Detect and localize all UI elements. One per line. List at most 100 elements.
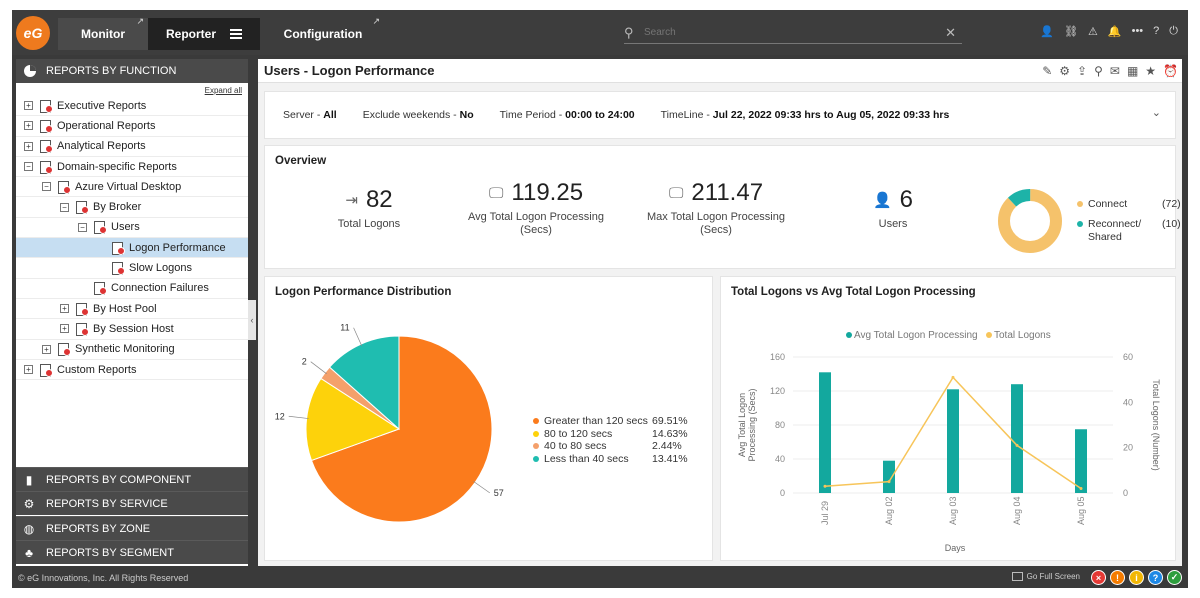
tree-node-label: Synthetic Monitoring (75, 343, 175, 356)
tree-node[interactable]: + Executive Reports (16, 96, 248, 117)
tab-monitor[interactable]: Monitor ↗ (58, 16, 148, 50)
legend-dot (533, 443, 539, 450)
expand-icon[interactable]: + (24, 121, 33, 131)
clock-monitor-icon: 🖵 (668, 184, 684, 202)
status-major-icon[interactable]: ! (1110, 570, 1125, 585)
reports-by-function-header[interactable]: REPORTS BY FUNCTION (16, 59, 248, 83)
search-input[interactable] (640, 27, 946, 38)
status-help-icon[interactable]: ? (1148, 570, 1163, 585)
link-icon[interactable]: ⛓ (1064, 26, 1079, 38)
filter-bar[interactable]: Server - All Exclude weekends - No Time … (264, 91, 1176, 139)
tree-node[interactable]: + By Session Host (16, 319, 248, 340)
tree-node[interactable]: Connection Failures (16, 279, 248, 299)
edit-report-icon[interactable]: ✎ (1042, 64, 1053, 78)
chevron-down-icon[interactable]: ⌄ (1151, 107, 1161, 119)
donut-segment[interactable] (998, 189, 1062, 253)
legend-label: Total Logons (994, 330, 1051, 341)
tree-node[interactable]: + Synthetic Monitoring (16, 340, 248, 360)
legend-dot (1077, 201, 1083, 207)
legend-name: Reconnect/ Shared (1088, 218, 1142, 243)
bar[interactable] (1075, 429, 1087, 493)
line-point[interactable] (1015, 443, 1019, 447)
full-screen-button[interactable]: Go Full Screen (1011, 572, 1080, 581)
bar[interactable] (947, 389, 959, 493)
report-icon (39, 160, 53, 174)
user-icon[interactable]: 👤 (1040, 26, 1055, 38)
tree-node[interactable]: + By Host Pool (16, 299, 248, 320)
fullscreen-icon (1011, 572, 1023, 581)
settings-icon[interactable]: ⚙ (1059, 64, 1071, 78)
sidebar-group-service[interactable]: ⚙ REPORTS BY SERVICE (16, 491, 248, 515)
collapse-icon[interactable]: − (42, 182, 51, 192)
donut-segment[interactable] (998, 189, 1062, 253)
tree-node[interactable]: − Azure Virtual Desktop (16, 177, 248, 198)
expand-icon[interactable]: + (24, 101, 33, 111)
line-point[interactable] (887, 480, 891, 484)
power-icon[interactable]: ⏻ (1169, 25, 1178, 37)
expand-all-link[interactable]: Expand all (204, 86, 242, 95)
y-tick-label: 40 (775, 454, 785, 464)
tree-node[interactable]: + Operational Reports (16, 116, 248, 137)
expand-icon[interactable]: + (60, 324, 69, 334)
expand-icon[interactable]: + (60, 304, 69, 314)
sidebar-group-segment[interactable]: ♣ REPORTS BY SEGMENT (16, 540, 248, 564)
gear-icon: ⚙ (23, 496, 35, 511)
bar[interactable] (819, 372, 831, 493)
status-normal-icon[interactable]: ✓ (1167, 570, 1182, 585)
alarm-clock-icon[interactable]: ⏰ (1163, 64, 1178, 78)
kpi-value: 211.47 (691, 179, 764, 206)
collapse-icon[interactable]: − (24, 162, 33, 172)
x-tick-label: Aug 04 (1012, 496, 1022, 525)
tab-configuration[interactable]: Configuration ↗ (262, 16, 384, 50)
y2-axis-title: Total Logons (Number) (1151, 379, 1161, 471)
kpi-label: Total Logons (337, 218, 401, 230)
overview-card: Overview ⇥ 82 Total Logons 🖵 119.25 Avg To… (264, 145, 1181, 269)
tree-node[interactable]: − Domain-specific Reports (16, 157, 248, 178)
tree-node[interactable]: − Users (16, 218, 248, 239)
line-point[interactable] (951, 375, 955, 379)
favorite-star-icon[interactable]: ★ (1145, 64, 1157, 78)
bar[interactable] (1011, 384, 1023, 493)
bar[interactable] (883, 460, 895, 493)
group-label: REPORTS BY SERVICE (46, 497, 168, 510)
sidebar-group-component[interactable]: ▮ REPORTS BY COMPONENT (16, 467, 248, 491)
sidebar-collapse-handle[interactable]: ‹ (248, 300, 256, 340)
tree-node[interactable]: + Custom Reports (16, 360, 248, 381)
email-icon[interactable]: ✉ (1109, 64, 1120, 78)
sidebar-group-zone[interactable]: ◍ REPORTS BY ZONE (16, 516, 248, 540)
legend-name: Less than 40 secs (544, 452, 629, 465)
expand-icon[interactable]: + (24, 141, 33, 151)
more-icon[interactable]: ••• (1131, 25, 1144, 37)
expand-icon[interactable]: + (42, 344, 51, 354)
export-icon[interactable]: ⇪ (1077, 64, 1088, 78)
collapse-icon[interactable]: − (78, 222, 87, 232)
tab-label: Configuration (283, 27, 363, 41)
y-axis-title: Processing (Secs) (747, 388, 757, 461)
help-icon[interactable]: ? (1153, 25, 1160, 37)
eg-logo[interactable]: eG (16, 16, 50, 50)
pie-legend-item: 80 to 120 secs 14.63% (533, 428, 688, 441)
pie-legend-item: 40 to 80 secs 2.44% (533, 440, 688, 453)
footer: © eG Innovations, Inc. All Rights Reserv… (12, 568, 1188, 588)
pie-label-connector (353, 327, 363, 347)
tree-node[interactable]: Slow Logons (16, 258, 248, 279)
tree-node[interactable]: Logon Performance (16, 238, 248, 259)
hamburger-menu-icon[interactable] (230, 29, 242, 39)
bell-icon[interactable]: 🔔 (1107, 26, 1122, 38)
status-critical-icon[interactable]: × (1091, 570, 1106, 585)
status-minor-icon[interactable]: i (1129, 570, 1144, 585)
tree-node[interactable]: + Analytical Reports (16, 137, 248, 157)
clear-search-icon[interactable]: ✕ (945, 24, 956, 40)
collapse-icon[interactable]: − (60, 202, 69, 212)
overview-title: Overview (275, 155, 327, 167)
line-point[interactable] (1079, 486, 1083, 490)
line-point[interactable] (823, 484, 827, 488)
tree-node-label: Connection Failures (111, 282, 209, 295)
tab-reporter[interactable]: Reporter (148, 18, 260, 50)
search-report-icon[interactable]: ⚲ (1094, 64, 1103, 78)
tree-node[interactable]: − By Broker (16, 197, 248, 218)
excel-icon[interactable]: ▦ (1126, 64, 1139, 78)
expand-icon[interactable]: + (24, 365, 33, 374)
hierarchy-icon: ♣ (25, 545, 33, 560)
alert-icon[interactable]: ⚠ (1088, 26, 1098, 38)
